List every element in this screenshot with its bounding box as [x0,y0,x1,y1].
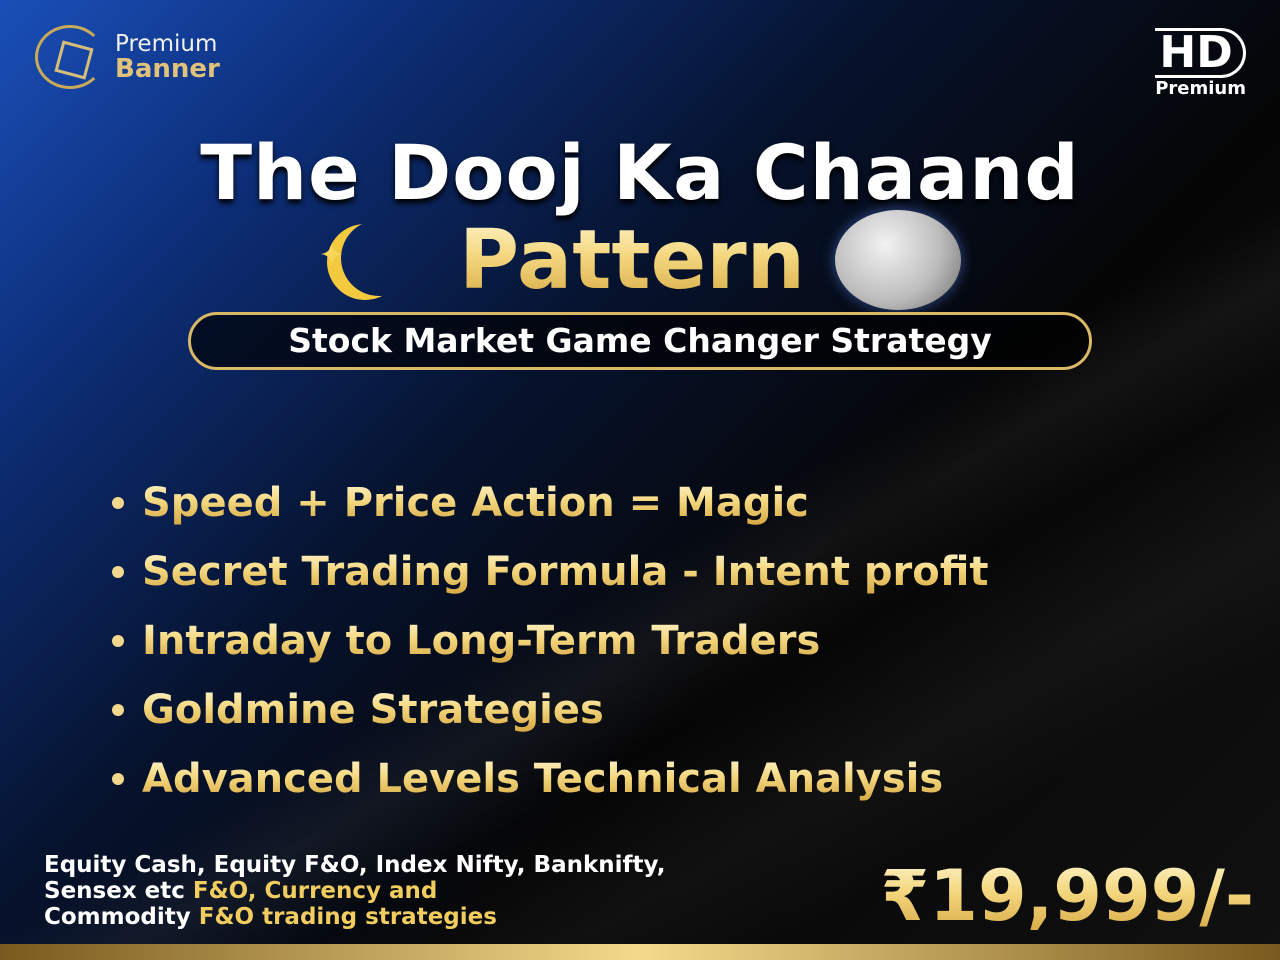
price: ₹19,999/- [880,855,1254,937]
feature-item: Speed + Price Action = Magic [112,468,989,537]
gold-bottom-strip [0,944,1280,960]
crescent-moon-icon [319,220,419,300]
full-moon-icon [835,210,962,310]
markets-description: Equity Cash, Equity F&O, Index Nifty, Ba… [44,852,666,930]
bullet-icon [112,703,124,716]
bullet-icon [112,496,124,509]
title-line2-row: Pattern [0,210,1280,310]
bullet-icon [112,565,124,578]
laurel-logo-icon [35,25,105,89]
subtitle-pill: Stock Market Game Changer Strategy [188,312,1092,370]
logo: Premium Banner [35,25,220,89]
hd-badge: HD Premium [1155,28,1246,99]
logo-line2: Banner [115,53,220,84]
feature-item: Goldmine Strategies [112,675,989,744]
bullet-icon [112,634,124,647]
title-line1: The Dooj Ka Chaand [200,128,1080,217]
feature-item: Advanced Levels Technical Analysis [112,744,989,813]
feature-item: Intraday to Long-Term Traders [112,606,989,675]
logo-line1: Premium [115,30,218,57]
hd-badge-main: HD [1155,28,1246,78]
title-line2: Pattern [458,212,806,308]
feature-list: Speed + Price Action = Magic Secret Trad… [112,468,989,813]
feature-item: Secret Trading Formula - Intent profit [112,537,989,606]
bullet-icon [112,772,124,785]
hd-badge-sub: Premium [1155,78,1246,99]
